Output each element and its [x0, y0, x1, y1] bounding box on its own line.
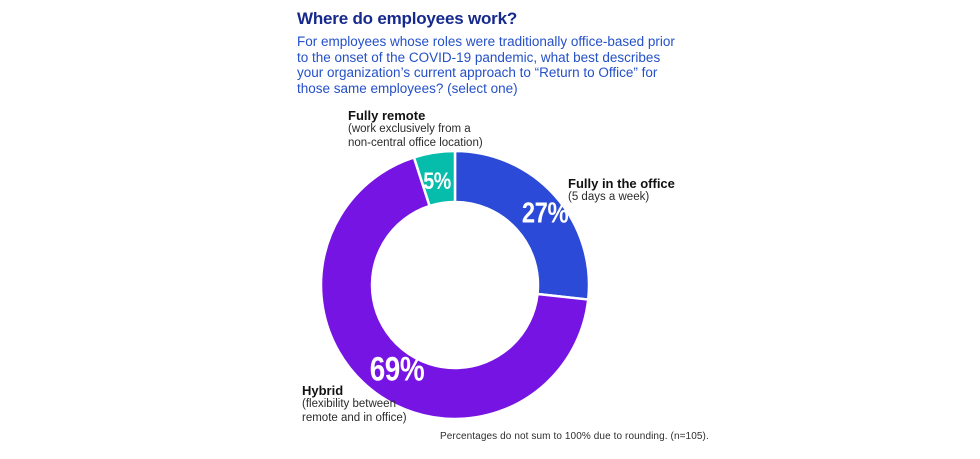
callout-hybrid-name: Hybrid	[302, 383, 344, 398]
segment-value-hybrid: 69%	[369, 350, 425, 389]
chart-subtitle: For employees whose roles were tradition…	[297, 34, 675, 96]
callout-fully-in-office-desc: (5 days a week)	[568, 191, 650, 203]
donut-svg	[319, 149, 591, 421]
callout-fully-in-office: Fully in the office (5 days a week)	[568, 176, 718, 205]
callout-fully-remote-name: Fully remote	[348, 108, 426, 123]
segment-value-fully-in-office: 27%	[521, 197, 569, 230]
callout-hybrid: Hybrid (flexibility between remote and i…	[302, 383, 452, 425]
title-block: Where do employees work? For employees w…	[297, 9, 677, 96]
segment-value-fully-remote: 5%	[423, 168, 451, 195]
callout-hybrid-desc: (flexibility between remote and in offic…	[302, 398, 407, 424]
chart-footnote: Percentages do not sum to 100% due to ro…	[440, 431, 709, 442]
donut-segment-fully-in-the-office	[453, 149, 591, 301]
callout-fully-remote-desc: (work exclusively from a non-central off…	[348, 123, 483, 149]
donut-segment-hybrid	[319, 156, 590, 421]
donut-chart	[318, 148, 592, 422]
callout-fully-remote: Fully remote (work exclusively from a no…	[348, 108, 498, 150]
chart-title: Where do employees work?	[297, 9, 518, 28]
donut-segment-fully-remote	[412, 149, 457, 208]
callout-fully-in-office-name: Fully in the office	[568, 176, 675, 191]
